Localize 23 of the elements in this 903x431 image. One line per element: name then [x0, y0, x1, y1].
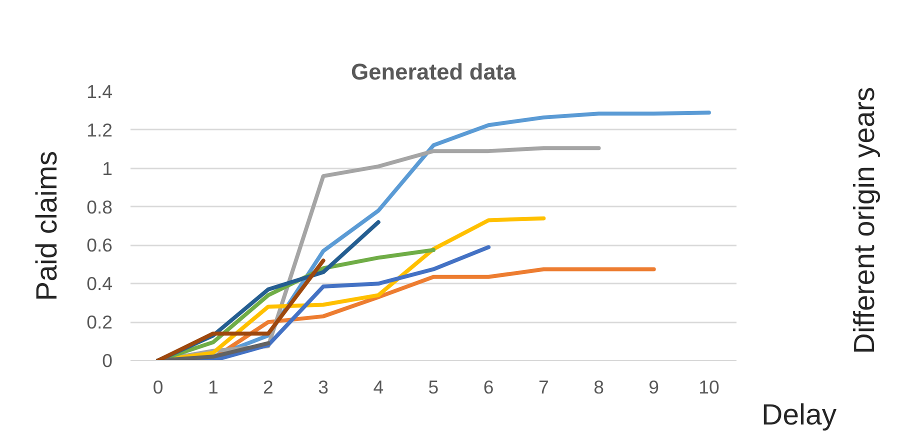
x-tick-label: 6: [483, 376, 494, 398]
y-tick-label: 0.8: [86, 196, 113, 218]
x-axis-title: Delay: [762, 398, 837, 431]
x-tick-label: 10: [698, 376, 720, 398]
x-tick-label: 1: [208, 376, 218, 398]
y-tick-label: 1.2: [86, 119, 113, 140]
x-tick-label: 9: [648, 376, 660, 398]
x-tick-label: 2: [263, 376, 274, 398]
text: Different origin years: [848, 86, 882, 354]
x-tick-label: 7: [538, 376, 549, 398]
y-tick-label: 1.4: [86, 81, 113, 102]
x-tick-label: 8: [594, 376, 604, 398]
x-tick-label: 3: [318, 376, 329, 398]
y-tick-label: 1: [102, 158, 113, 179]
x-tick-label: 0: [152, 376, 164, 398]
y-tick-label: 0.6: [86, 234, 113, 256]
x-tick-label: 4: [373, 376, 384, 398]
y-tick-label: 0.2: [86, 312, 113, 333]
y-tick-label: 0.4: [86, 273, 113, 294]
x-tick-label: 5: [428, 376, 439, 398]
chart-title: Generated data: [351, 58, 516, 84]
y-tick-label: 0: [102, 350, 113, 371]
y-axis-title: Paid claims: [30, 151, 64, 301]
